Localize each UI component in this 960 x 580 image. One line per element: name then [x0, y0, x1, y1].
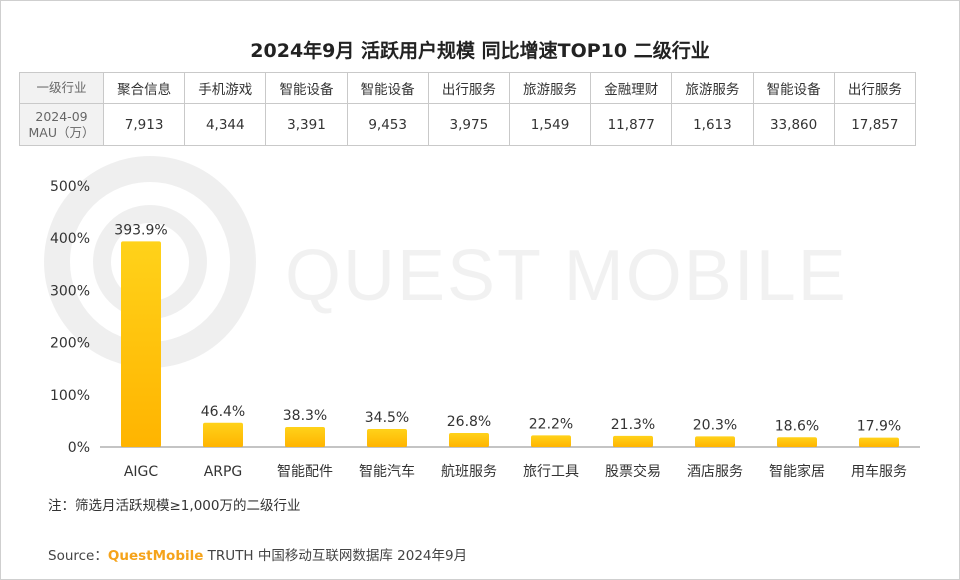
- table-cell: 4,344: [184, 103, 267, 146]
- table-cell: 智能设备: [752, 72, 835, 104]
- bar: [531, 435, 571, 447]
- y-tick-label: 400%: [50, 231, 90, 247]
- bars: [121, 241, 899, 447]
- data-label: 26.8%: [447, 414, 491, 430]
- table-cell: 出行服务: [427, 72, 510, 104]
- table-cell: 1,549: [508, 103, 592, 146]
- bar: [695, 436, 735, 447]
- summary-table: 一级行业 聚合信息 手机游戏 智能设备 智能设备 出行服务 旅游服务 金融理财 …: [19, 72, 917, 146]
- y-tick-label: 500%: [50, 179, 90, 195]
- data-label: 21.3%: [611, 417, 655, 433]
- table-header-mau: 2024-09 MAU（万）: [19, 103, 104, 146]
- table-cell: 出行服务: [833, 72, 917, 104]
- table-cell: 旅游服务: [508, 72, 592, 104]
- y-tick-label: 0%: [68, 440, 90, 456]
- data-label: 34.5%: [365, 410, 409, 426]
- table-header-industry: 一级行业: [19, 72, 104, 104]
- x-tick-label: 智能家居: [769, 463, 825, 480]
- table-cell: 9,453: [346, 103, 429, 146]
- data-label: 17.9%: [857, 419, 901, 435]
- bar: [859, 437, 899, 447]
- data-label: 18.6%: [775, 418, 819, 434]
- table-cell: 17,857: [833, 103, 917, 146]
- x-tick-label: 智能配件: [277, 464, 333, 480]
- table-row-industry: 一级行业 聚合信息 手机游戏 智能设备 智能设备 出行服务 旅游服务 金融理财 …: [19, 72, 917, 104]
- x-tick-label: 股票交易: [605, 463, 661, 480]
- bar: [203, 422, 243, 447]
- y-axis: 0% 100% 200% 300% 400% 500%: [50, 179, 90, 456]
- data-label: 20.3%: [693, 417, 737, 433]
- y-tick-label: 300%: [50, 283, 90, 299]
- x-tick-label: 旅行工具: [523, 464, 579, 480]
- bar: [285, 427, 325, 447]
- data-label: 393.9%: [114, 222, 167, 238]
- chart-title: 2024年9月 活跃用户规模 同比增速TOP10 二级行业: [250, 40, 710, 62]
- y-tick-label: 100%: [50, 388, 90, 404]
- data-label: 46.4%: [201, 404, 245, 420]
- table-cell: 11,877: [590, 103, 673, 146]
- source-suffix: TRUTH 中国移动互联网数据库 2024年9月: [203, 548, 468, 564]
- x-tick-label: 用车服务: [851, 463, 907, 480]
- table-cell: 智能设备: [346, 72, 429, 104]
- footnote: 注：筛选月活跃规模≥1,000万的二级行业: [48, 498, 301, 514]
- x-tick-label: AIGC: [124, 464, 159, 480]
- table-cell: 33,860: [752, 103, 835, 146]
- table-cell: 金融理财: [590, 72, 673, 104]
- bar: [613, 435, 653, 447]
- bar: [121, 241, 161, 447]
- source-brand: QuestMobile: [107, 548, 204, 564]
- source-line: Source：QuestMobile TRUTH 中国移动互联网数据库 2024…: [48, 544, 467, 564]
- table-cell: 手机游戏: [184, 72, 267, 104]
- y-tick-label: 200%: [50, 336, 90, 352]
- x-tick-label: 酒店服务: [687, 464, 743, 480]
- data-label: 38.3%: [283, 408, 327, 424]
- x-tick-label: 智能汽车: [359, 463, 415, 480]
- bar: [367, 428, 407, 447]
- table-cell: 旅游服务: [671, 72, 754, 104]
- table-header-mau-line2: MAU（万）: [28, 124, 95, 140]
- table-cell: 聚合信息: [102, 72, 186, 104]
- table-row-mau: 2024-09 MAU（万） 7,913 4,344 3,391 9,453 3…: [19, 103, 917, 146]
- table-cell: 3,975: [427, 103, 510, 146]
- value-labels: 393.9% 46.4% 38.3% 34.5% 26.8% 22.2% 21.3% 20.3…: [114, 222, 901, 434]
- x-tick-label: 航班服务: [441, 464, 497, 480]
- table-cell: 3,391: [265, 103, 348, 146]
- bar: [777, 437, 817, 447]
- data-label: 22.2%: [529, 416, 573, 432]
- bar: [449, 433, 489, 447]
- table-header-mau-line1: 2024-09: [35, 108, 88, 124]
- source-prefix: Source：: [48, 548, 108, 564]
- x-tick-label: ARPG: [204, 464, 243, 480]
- x-axis-labels: AIGC ARPG 智能配件 智能汽车 航班服务 旅行工具 股票交易 酒店服务 智能家居 用车服务: [124, 463, 907, 480]
